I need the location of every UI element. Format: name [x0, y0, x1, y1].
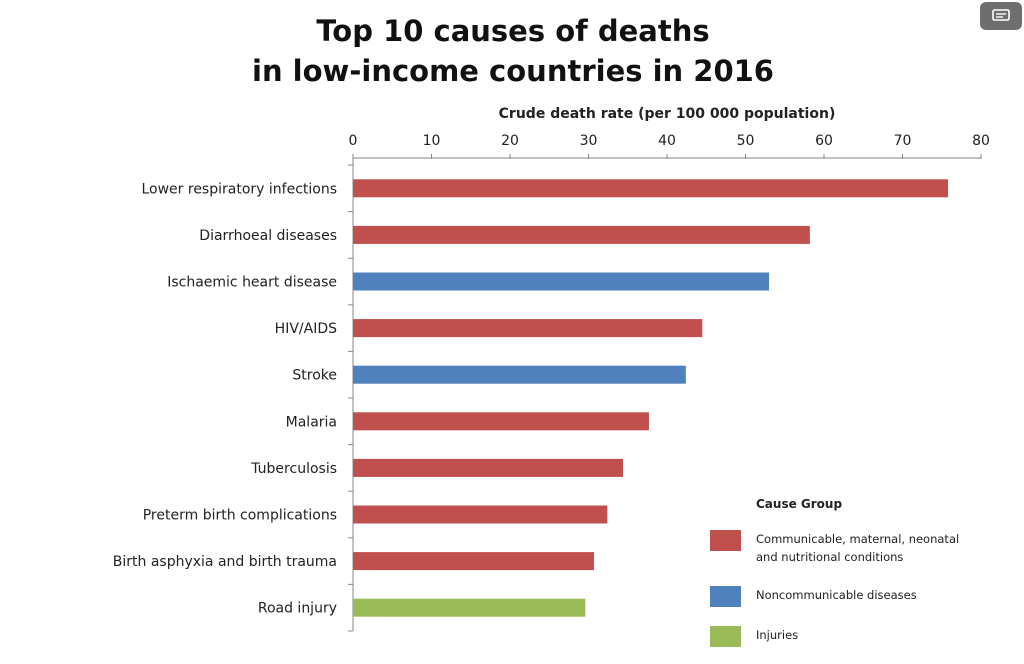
x-tick-label: 60	[815, 133, 833, 149]
category-label: Diarrhoeal diseases	[199, 228, 337, 244]
x-tick-label: 50	[737, 133, 755, 149]
category-label: Preterm birth complications	[143, 508, 337, 524]
chart-title-line-1: Top 10 causes of deaths	[316, 14, 710, 48]
category-label: Road injury	[258, 601, 337, 617]
category-label: Lower respiratory infections	[141, 181, 337, 197]
x-tick-label: 80	[972, 133, 990, 149]
category-label: Malaria	[286, 414, 337, 430]
category-label: Ischaemic heart disease	[167, 275, 337, 291]
legend-label: Communicable, maternal, neonatal	[756, 532, 959, 546]
category-label: HIV/AIDS	[275, 321, 337, 337]
x-tick-label: 20	[501, 133, 519, 149]
category-label: Birth asphyxia and birth trauma	[113, 554, 337, 570]
bar	[353, 458, 624, 477]
category-label: Stroke	[292, 368, 337, 384]
chart-title-line-2: in low-income countries in 2016	[252, 54, 774, 88]
x-tick-label: 0	[349, 133, 358, 149]
x-tick-label: 10	[423, 133, 441, 149]
bar	[353, 225, 810, 244]
legend-swatch	[710, 626, 741, 647]
x-tick-label: 30	[580, 133, 598, 149]
bar	[353, 179, 949, 198]
bar	[353, 272, 770, 291]
bar	[353, 319, 703, 338]
bar	[353, 412, 649, 431]
legend-title: Cause Group	[756, 497, 842, 511]
bar	[353, 505, 608, 524]
legend-label: Noncommunicable diseases	[756, 588, 917, 602]
x-tick-label: 70	[894, 133, 912, 149]
captions-icon	[992, 9, 1010, 21]
bar	[353, 552, 594, 571]
legend-swatch	[710, 530, 741, 551]
bar	[353, 598, 586, 617]
legend-label: and nutritional conditions	[756, 550, 903, 564]
bar	[353, 365, 686, 384]
x-axis-label: Crude death rate (per 100 000 population…	[499, 106, 836, 122]
legend-swatch	[710, 586, 741, 607]
captions-button[interactable]	[980, 2, 1022, 30]
legend-label: Injuries	[756, 628, 798, 642]
category-label: Tuberculosis	[250, 461, 337, 477]
x-tick-label: 40	[658, 133, 676, 149]
